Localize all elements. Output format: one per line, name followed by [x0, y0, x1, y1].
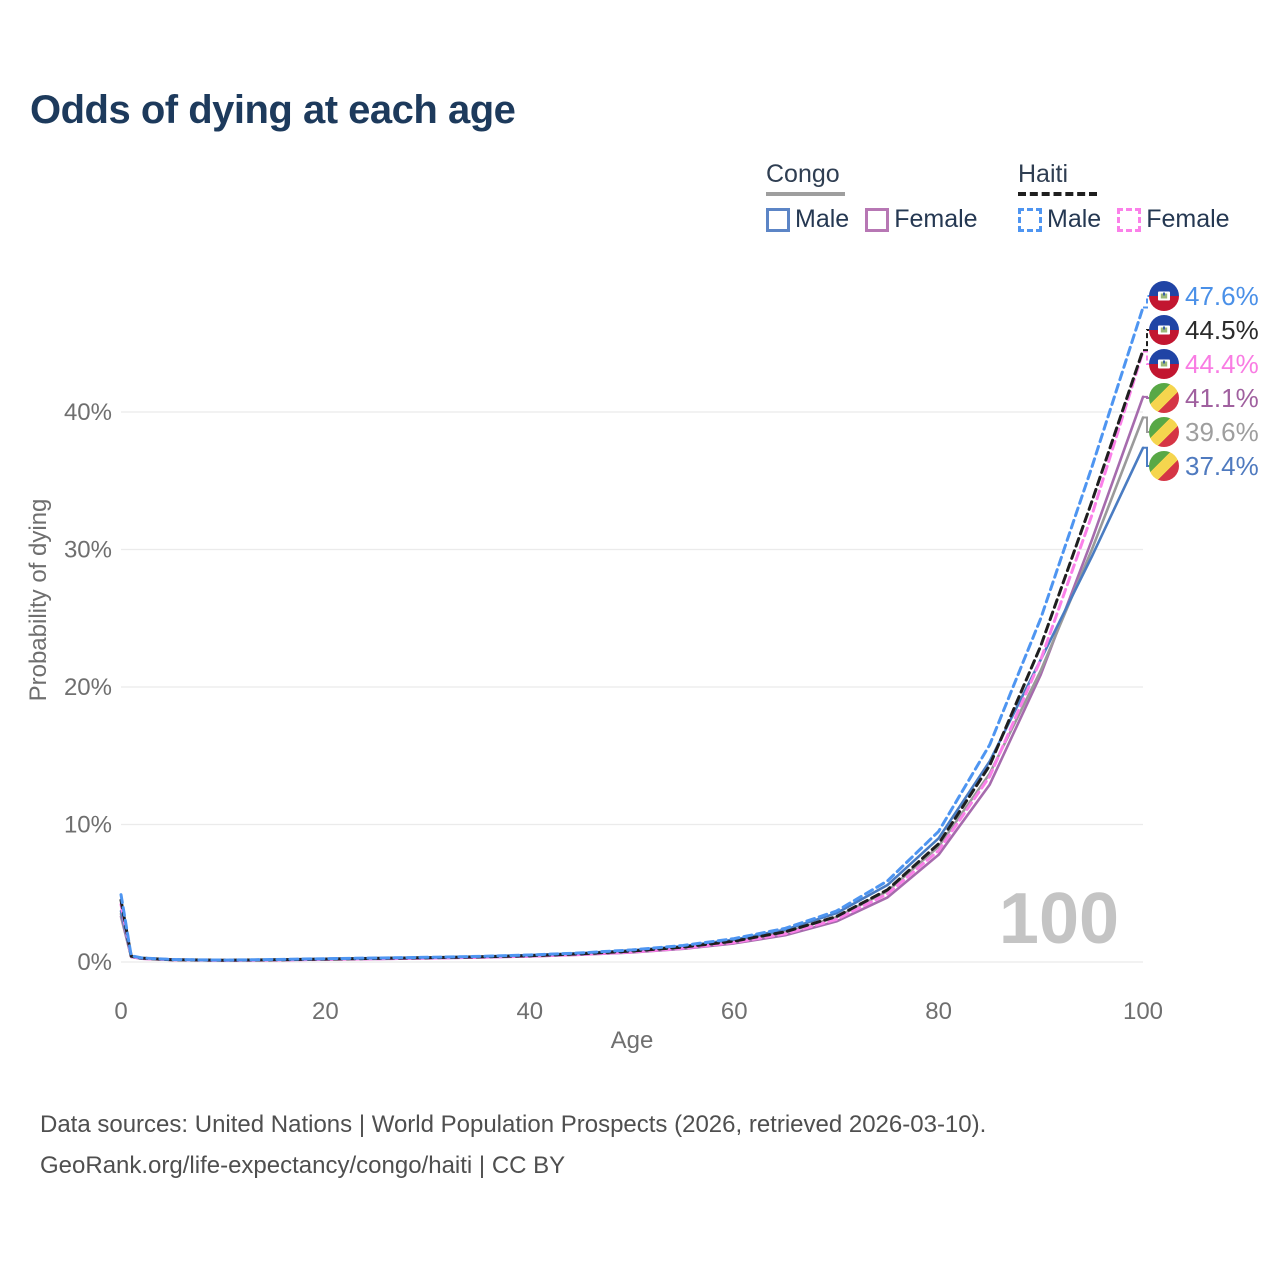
x-tick-label: 40 — [516, 998, 543, 1025]
legend-label: Male — [1047, 205, 1102, 233]
legend-group-haiti: Haiti Male Female — [1018, 160, 1230, 234]
end-value-label-congo-female: 41.1% — [1185, 383, 1259, 413]
end-value-label-haiti-male: 47.6% — [1185, 281, 1259, 311]
x-tick-label: 100 — [1123, 998, 1163, 1025]
series-line-congo[interactable] — [119, 416, 1145, 962]
flag-icon-haiti — [1149, 281, 1179, 311]
legend-header-haiti: Haiti — [1018, 160, 1069, 188]
legend-item-haiti-female[interactable]: Female — [1117, 205, 1230, 234]
end-value-label-congo: 39.6% — [1185, 417, 1259, 447]
series-line-haiti-male[interactable] — [119, 306, 1145, 962]
legend-group-congo: Congo Male Female — [766, 160, 978, 234]
flag-icon-congo — [1149, 417, 1179, 447]
data-source-text: Data sources: United Nations | World Pop… — [40, 1111, 987, 1138]
y-tick-label: 30% — [64, 537, 112, 564]
haiti-female-swatch — [1117, 207, 1142, 232]
series-line-congo-female[interactable] — [119, 395, 1145, 962]
legend-item-congo-male[interactable]: Male — [766, 205, 849, 234]
legend-label: Female — [1146, 205, 1230, 233]
page-title: Odds of dying at each age — [30, 88, 516, 132]
congo-male-swatch — [766, 207, 790, 232]
end-label-connector — [1143, 395, 1149, 399]
y-axis-title: Probability of dying — [25, 499, 52, 702]
series-line-congo-male[interactable] — [119, 446, 1145, 962]
x-tick-label: 20 — [312, 998, 339, 1025]
y-tick-label: 20% — [64, 674, 112, 701]
end-value-label-haiti: 44.5% — [1185, 315, 1259, 345]
hover-age-watermark: 100 — [999, 879, 1119, 959]
series-line-haiti-female[interactable] — [119, 350, 1145, 962]
end-label-connector — [1143, 416, 1149, 433]
legend-label: Male — [795, 205, 850, 233]
congo-line-style-sample — [766, 192, 845, 196]
congo-female-swatch — [865, 207, 890, 232]
y-tick-label: 40% — [64, 399, 112, 426]
attribution-link: GeoRank.org/life-expectancy/congo/haiti … — [40, 1152, 566, 1179]
x-tick-label: 0 — [114, 998, 127, 1025]
series-line-haiti[interactable] — [119, 348, 1145, 962]
end-label-connector — [1143, 295, 1149, 309]
end-value-label-haiti-female: 44.4% — [1185, 349, 1259, 379]
chart-footer: Data sources: United Nations | World Pop… — [40, 1104, 986, 1186]
end-label-connector — [1143, 446, 1149, 467]
x-tick-label: 60 — [721, 998, 748, 1025]
end-label-connector — [1143, 329, 1149, 352]
haiti-line-style-sample — [1018, 192, 1097, 196]
flag-icon-haiti — [1149, 349, 1179, 379]
flag-icon-congo — [1149, 383, 1179, 413]
legend-header-congo: Congo — [766, 160, 840, 188]
legend-item-haiti-male[interactable]: Male — [1018, 205, 1101, 234]
flag-icon-congo — [1149, 451, 1179, 481]
legend-label: Female — [894, 205, 978, 233]
y-tick-label: 0% — [77, 949, 112, 976]
flag-icon-haiti — [1149, 315, 1179, 345]
legend-item-congo-female[interactable]: Female — [865, 205, 978, 234]
haiti-male-swatch — [1018, 207, 1042, 232]
x-tick-label: 80 — [925, 998, 952, 1025]
y-tick-label: 10% — [64, 812, 112, 839]
end-value-label-congo-male: 37.4% — [1185, 451, 1259, 481]
end-label-connector — [1143, 350, 1149, 365]
x-axis-title: Age — [611, 1027, 654, 1054]
